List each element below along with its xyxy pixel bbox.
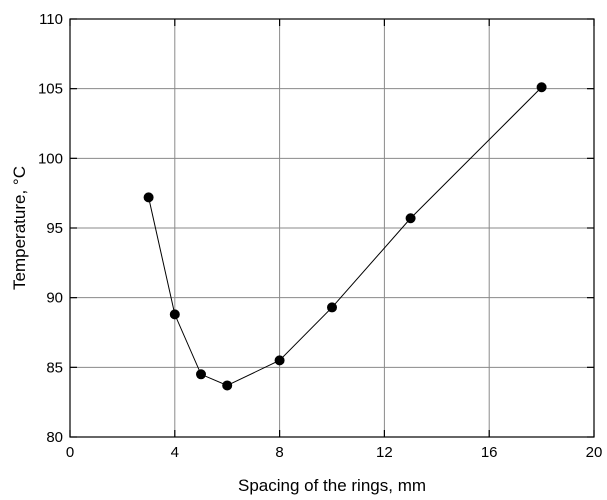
data-point bbox=[274, 355, 285, 366]
plot-frame bbox=[69, 18, 595, 438]
y-tick-label: 85 bbox=[46, 359, 63, 376]
x-tick-labels: 0 4 8 12 16 20 bbox=[66, 444, 603, 461]
x-tick-label: 4 bbox=[171, 444, 179, 461]
x-axis-title: Spacing of the rings, mm bbox=[238, 476, 426, 495]
data-point bbox=[169, 309, 180, 320]
grid-lines bbox=[70, 19, 594, 437]
x-tick-label: 8 bbox=[275, 444, 283, 461]
y-axis-title: Temperature, °C bbox=[10, 166, 29, 290]
y-tick-label: 105 bbox=[38, 81, 63, 98]
y-tick-label: 95 bbox=[46, 220, 63, 237]
y-tick-label: 110 bbox=[39, 11, 63, 28]
data-point bbox=[536, 82, 547, 93]
data-point bbox=[327, 302, 337, 313]
x-tick-label: 12 bbox=[376, 444, 393, 461]
data-point bbox=[143, 192, 154, 203]
data-point bbox=[196, 369, 206, 380]
series-line bbox=[148, 86, 542, 386]
data-point bbox=[222, 380, 233, 391]
y-tick-label: 90 bbox=[46, 290, 63, 307]
x-tick-label: 20 bbox=[586, 444, 603, 461]
x-tick-label: 0 bbox=[66, 444, 74, 461]
data-point bbox=[405, 213, 416, 224]
y-tick-label: 80 bbox=[46, 429, 63, 446]
x-tick-label: 16 bbox=[481, 444, 498, 461]
y-tick-label: 100 bbox=[38, 150, 63, 167]
y-tick-labels: 80 85 90 95 100 105 110 bbox=[38, 11, 63, 446]
data-points bbox=[143, 82, 547, 391]
